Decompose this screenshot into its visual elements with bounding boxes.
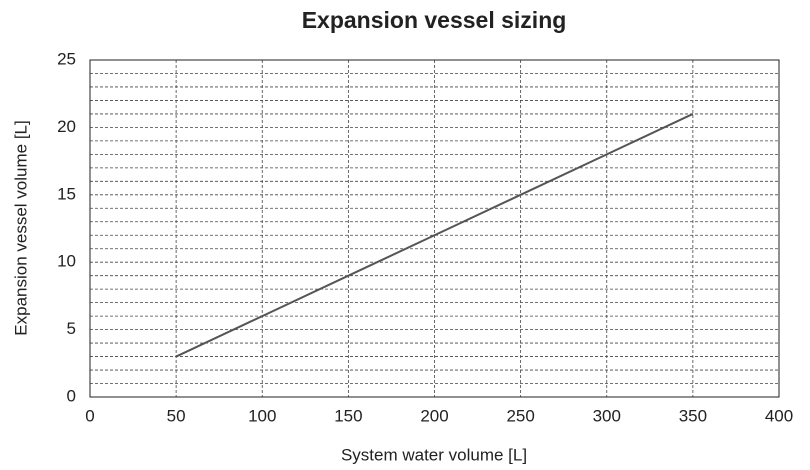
y-tick-label: 10 — [57, 252, 76, 271]
x-tick-label: 250 — [506, 406, 534, 425]
chart-title: Expansion vessel sizing — [302, 7, 567, 33]
x-tick-label: 300 — [593, 406, 621, 425]
x-tick-label: 400 — [765, 406, 793, 425]
y-axis-label: Expansion vessel volume [L] — [11, 120, 30, 335]
y-tick-label: 0 — [67, 386, 76, 405]
plot-frame — [89, 59, 780, 398]
x-tick-label: 350 — [679, 406, 707, 425]
y-tick-label: 15 — [57, 184, 76, 203]
y-tick-label: 25 — [57, 49, 76, 68]
x-tick-label: 0 — [85, 406, 94, 425]
y-tick-label: 5 — [67, 319, 76, 338]
x-tick-label: 200 — [420, 406, 448, 425]
x-tick-label: 50 — [167, 406, 186, 425]
x-tick-label: 100 — [248, 406, 276, 425]
y-tick-label: 20 — [57, 117, 76, 136]
x-axis-label: System water volume [L] — [341, 445, 527, 464]
data-line — [175, 113, 694, 358]
x-tick-label: 150 — [334, 406, 362, 425]
